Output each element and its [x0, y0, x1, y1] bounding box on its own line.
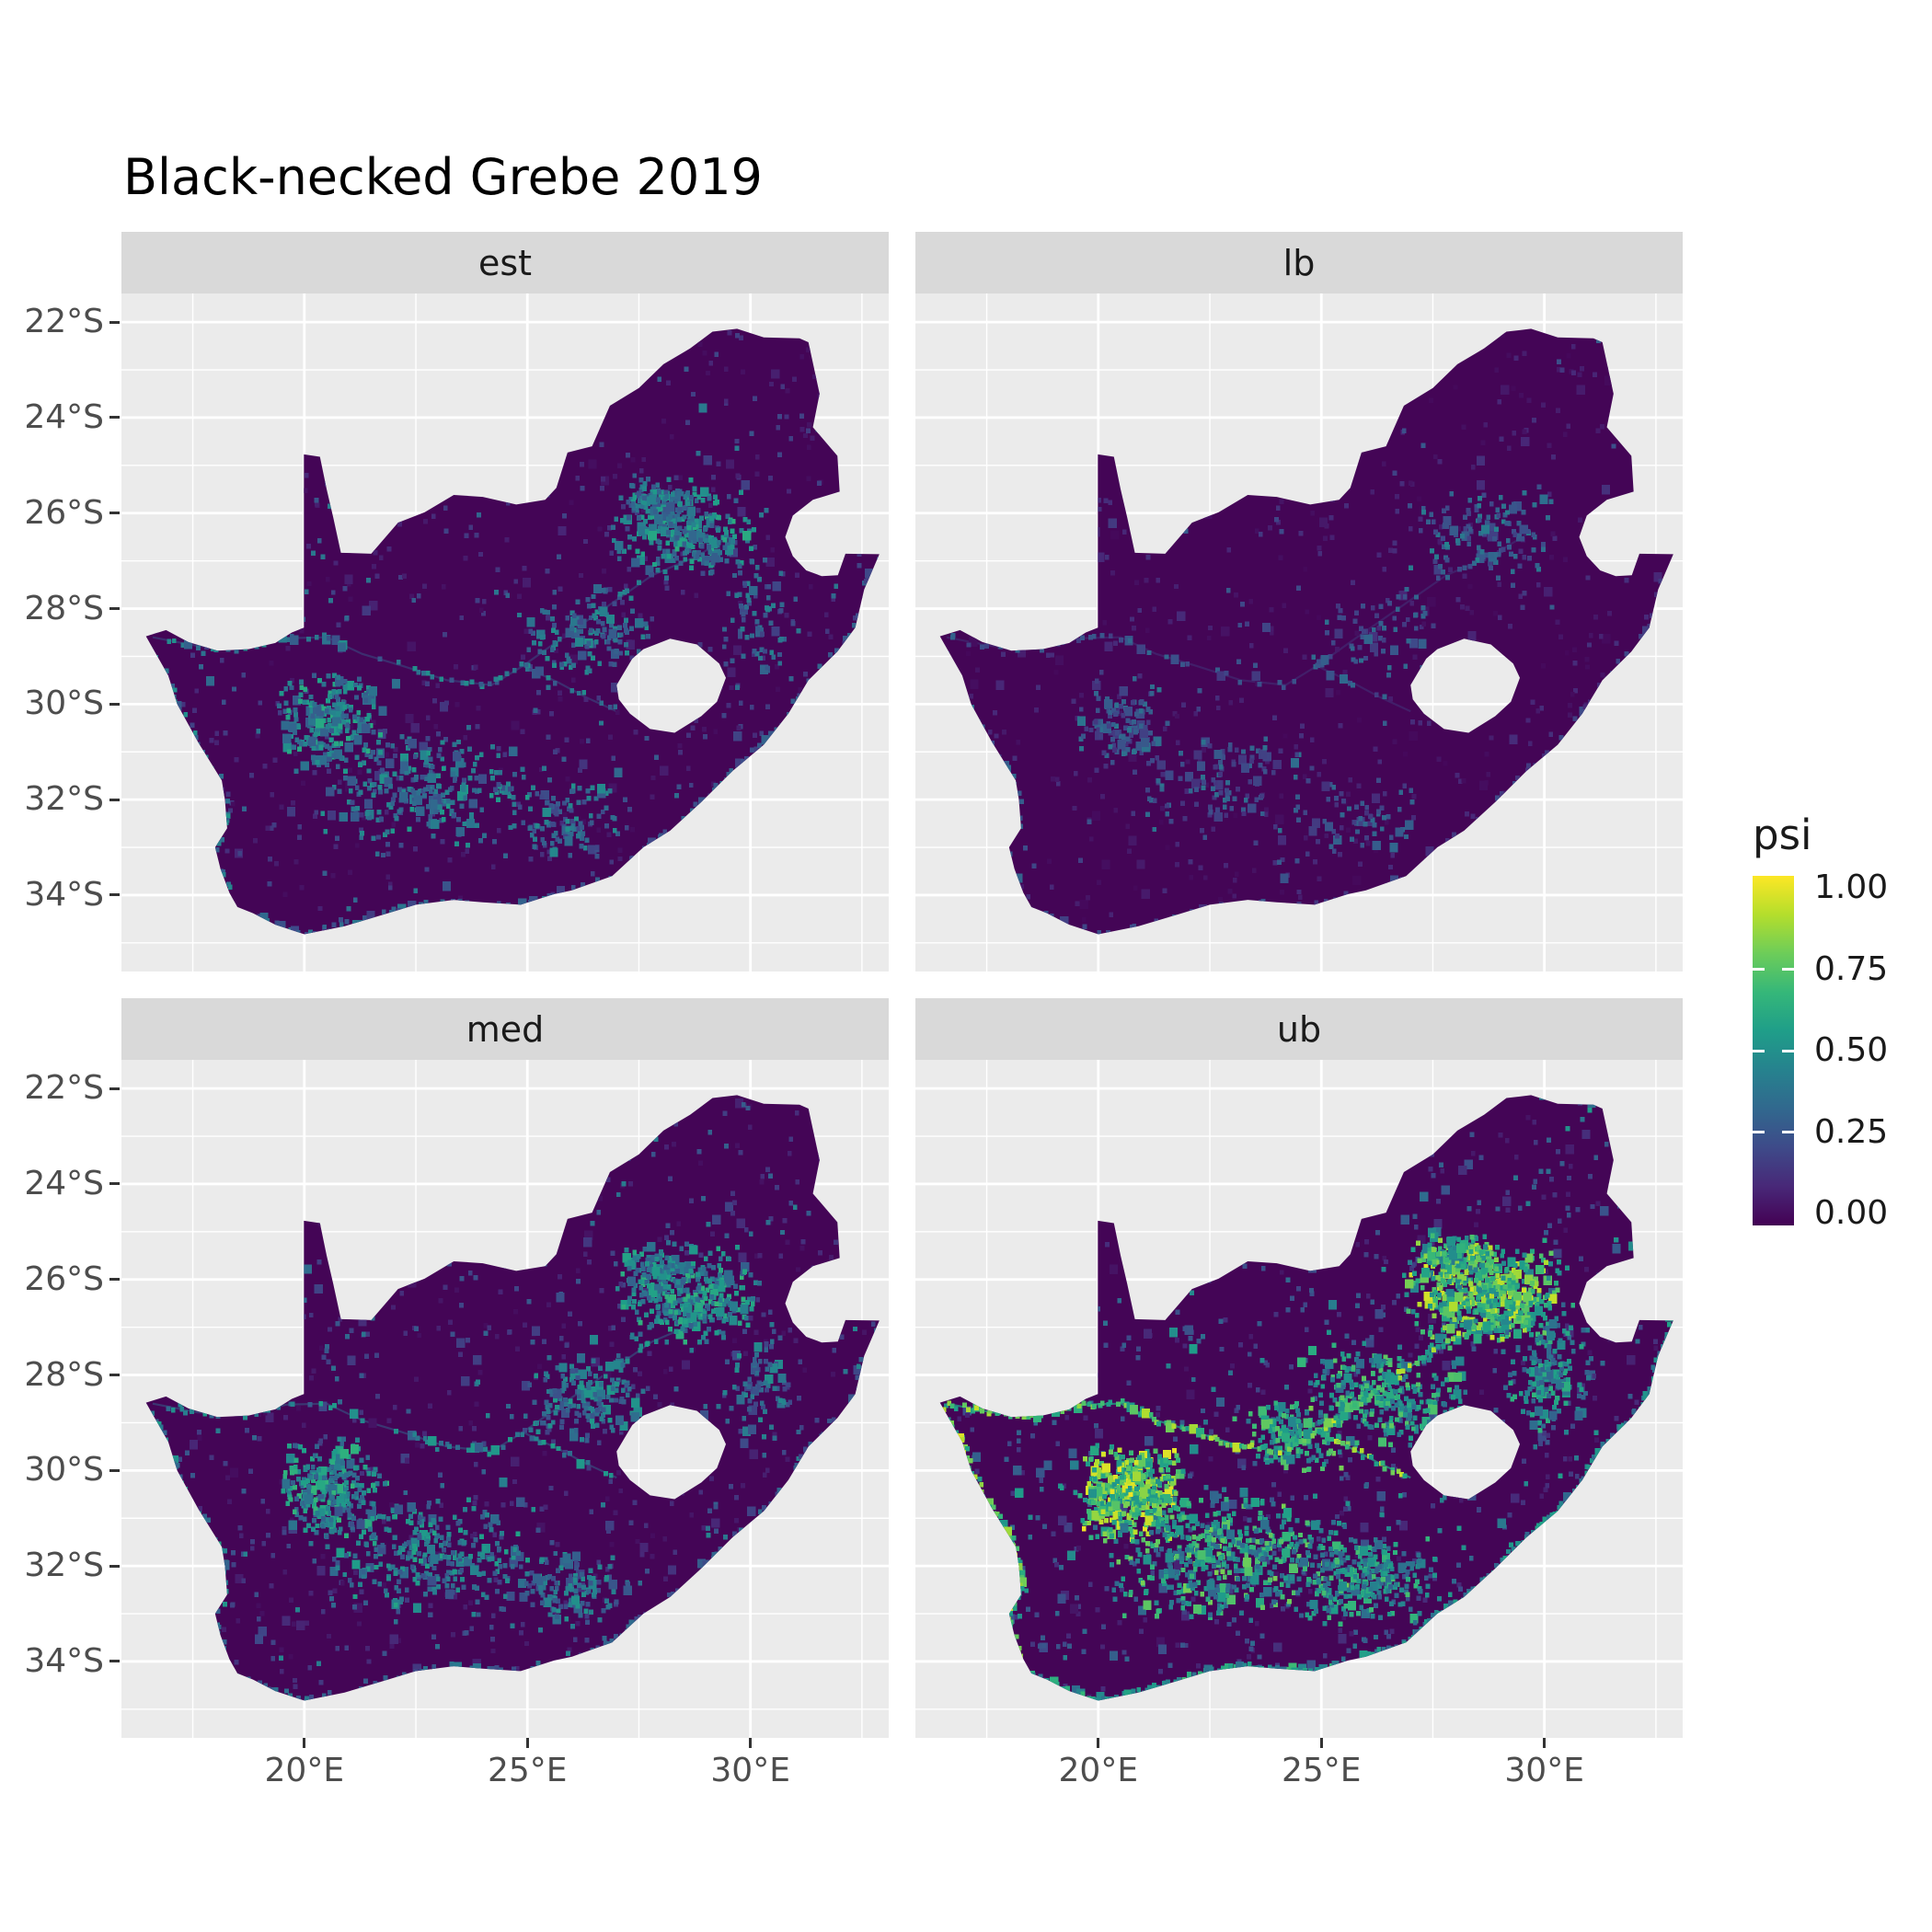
legend-tick-mark [1782, 1131, 1794, 1133]
legend-tick-mark [1753, 1049, 1765, 1052]
y-axis-tick-label: 30°S [24, 684, 104, 723]
x-axis-tick-mark [749, 1738, 753, 1748]
country-shape [145, 328, 880, 935]
legend-tick-mark [1782, 1049, 1794, 1052]
x-axis-tick-label: 20°E [264, 1752, 345, 1789]
country-shape [145, 1095, 880, 1701]
panel-ub [915, 1060, 1683, 1738]
y-axis-tick-mark [109, 1087, 120, 1090]
x-axis-tick-mark [1319, 1738, 1323, 1748]
y-axis-tick-mark [109, 320, 120, 324]
x-axis-tick-label: 25°E [487, 1752, 568, 1789]
legend-label: 1.00 [1814, 868, 1889, 906]
y-axis-tick-mark [109, 1660, 120, 1663]
y-axis-tick-mark [109, 1564, 120, 1568]
panel-lb [915, 293, 1683, 972]
y-axis-tick-label: 22°S [24, 1069, 104, 1108]
x-axis-tick-mark [525, 1738, 529, 1748]
y-axis-tick-label: 28°S [24, 1355, 104, 1394]
map-svg-ub [915, 1060, 1683, 1738]
y-axis-tick-mark [109, 512, 120, 515]
y-axis-tick-mark [109, 1182, 120, 1186]
y-axis-tick-label: 22°S [24, 303, 104, 341]
x-axis-tick-label: 20°E [1058, 1752, 1139, 1789]
y-axis-tick-mark [109, 702, 120, 706]
x-axis-tick-mark [1097, 1738, 1100, 1748]
x-axis-tick-label: 25°E [1281, 1752, 1362, 1789]
facet-strip-label: ub [1276, 1008, 1322, 1050]
y-axis-tick-label: 28°S [24, 589, 104, 627]
map-svg-est [121, 293, 889, 972]
legend-title: psi [1753, 811, 1812, 859]
y-axis-tick-label: 24°S [24, 1164, 104, 1202]
legend-tick-mark [1753, 1131, 1765, 1133]
y-axis-tick-label: 32°S [24, 1547, 104, 1585]
facet-strip-label: est [477, 242, 533, 283]
facet-strip-ub: ub [915, 998, 1683, 1060]
y-axis-tick-mark [109, 1468, 120, 1472]
facet-strip-label: med [466, 1008, 545, 1050]
y-axis-tick-label: 34°S [24, 875, 104, 914]
y-axis-tick-mark [109, 1374, 120, 1377]
y-axis-tick-label: 24°S [24, 397, 104, 436]
panel-est [121, 293, 889, 972]
y-axis-tick-label: 32°S [24, 780, 104, 819]
y-axis-tick-label: 30°S [24, 1451, 104, 1489]
facet-strip-est: est [121, 232, 889, 293]
facet-strip-label: lb [1282, 242, 1316, 283]
legend-tick-mark [1782, 968, 1794, 971]
y-axis-tick-label: 26°S [24, 1259, 104, 1298]
y-axis-tick-label: 34°S [24, 1641, 104, 1680]
y-axis-tick-mark [109, 416, 120, 420]
legend-tick-mark [1753, 968, 1765, 971]
y-axis-tick-mark [109, 798, 120, 801]
country-shape [939, 328, 1673, 935]
facet-strip-lb: lb [915, 232, 1683, 293]
legend-label: 0.25 [1814, 1112, 1889, 1151]
y-axis-tick-label: 26°S [24, 493, 104, 532]
plot-title: Black-necked Grebe 2019 [123, 148, 763, 206]
x-axis-tick-mark [1543, 1738, 1547, 1748]
country-shape [939, 1095, 1673, 1701]
y-axis-tick-mark [109, 893, 120, 897]
map-svg-med [121, 1060, 889, 1738]
facet-strip-med: med [121, 998, 889, 1060]
x-axis-tick-label: 30°E [1504, 1752, 1584, 1789]
legend-label: 0.75 [1814, 949, 1889, 988]
x-axis-tick-label: 30°E [710, 1752, 790, 1789]
y-axis-tick-mark [109, 1278, 120, 1282]
map-svg-lb [915, 293, 1683, 972]
y-axis-tick-mark [109, 607, 120, 611]
panel-med [121, 1060, 889, 1738]
legend-label: 0.00 [1814, 1194, 1889, 1232]
x-axis-tick-mark [303, 1738, 306, 1748]
legend-label: 0.50 [1814, 1031, 1889, 1069]
